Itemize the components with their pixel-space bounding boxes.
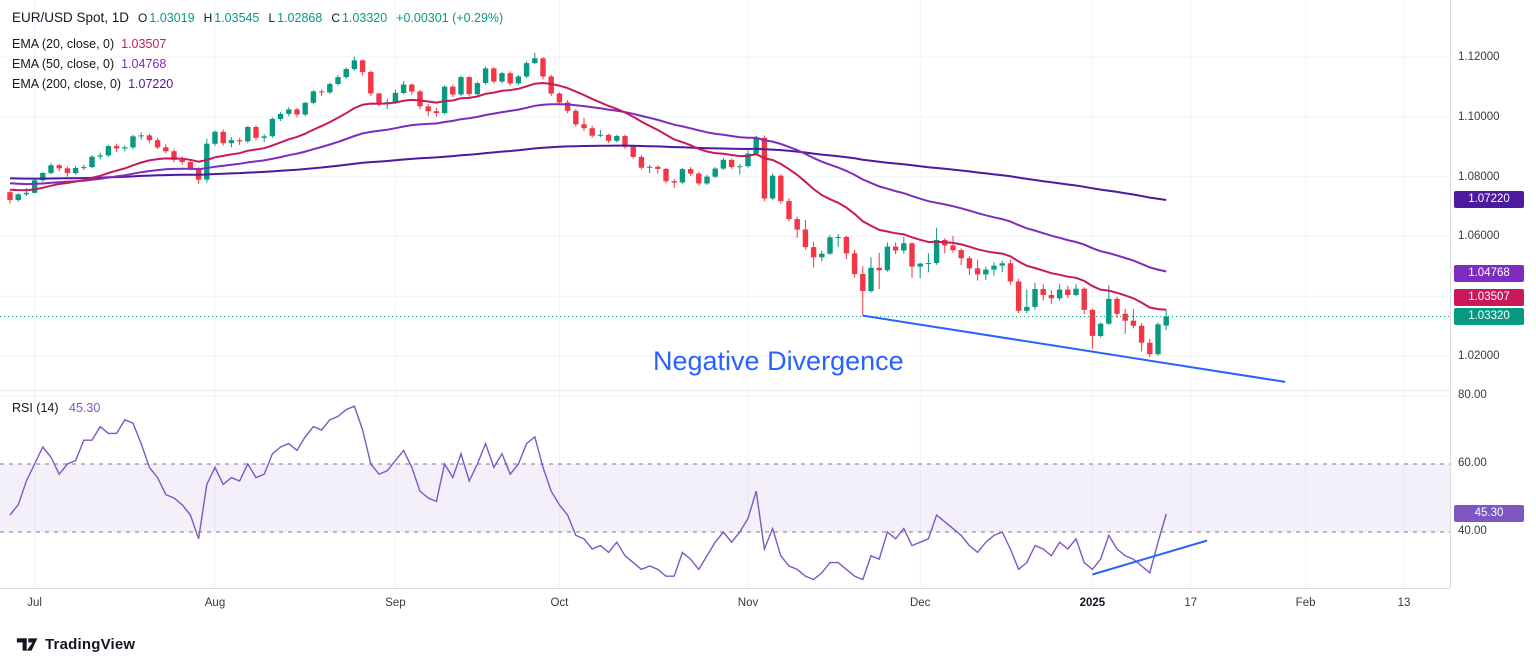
time-axis[interactable]: Jul Aug Sep Oct Nov Dec 2025 17 Feb 13 — [0, 588, 1450, 619]
rsi-line[interactable] — [9, 405, 1167, 581]
price-scale-label: 1.10000 — [1458, 110, 1500, 123]
candlestick-series — [7, 52, 1169, 358]
high-label: H — [203, 11, 213, 25]
bottom-bar: TradingView — [0, 630, 1536, 658]
main-legend[interactable]: EUR/USD Spot, 1D O 1.03019 H 1.03545 L 1.02868… — [12, 8, 503, 94]
indicator-legend: EMA (20, close, 0) 1.03507 EMA (50, close,… — [12, 34, 503, 94]
main-horizontal-grid — [0, 56, 1450, 357]
divergence-annotation[interactable]: Negative Divergence — [653, 346, 904, 376]
indicator-legend-ema-50[interactable]: EMA (50, close, 0) 1.04768 — [12, 54, 503, 74]
rsi-band — [0, 464, 1450, 532]
symbol-title: EUR/USD Spot, 1D — [12, 10, 130, 25]
price-badge-1_03320: 1.03320 — [1454, 308, 1524, 325]
price-scale-label: 1.06000 — [1458, 230, 1500, 243]
ema-200-line[interactable] — [9, 144, 1167, 201]
indicator-value: 1.07220 — [128, 77, 174, 91]
indicator-label: EMA (20, close, 0) — [12, 37, 115, 51]
time-axis-tick-Sep: Sep — [385, 597, 406, 609]
price-divergence-trendline[interactable] — [862, 314, 1286, 383]
close-label: C — [331, 11, 340, 25]
open-label: O — [138, 11, 148, 25]
indicator-legend-ema-20[interactable]: EMA (20, close, 0) 1.03507 — [12, 34, 503, 54]
main-price-pane[interactable]: EUR/USD Spot, 1D O 1.03019 H 1.03545 L 1.02868… — [0, 0, 1450, 390]
indicator-value: 1.03507 — [121, 37, 167, 51]
indicator-label: EMA (50, close, 0) — [12, 57, 115, 71]
plot-area[interactable]: EUR/USD Spot, 1D O 1.03019 H 1.03545 L 1.02868… — [0, 0, 1450, 589]
price-scale-label: 1.02000 — [1458, 349, 1500, 362]
open-value: 1.03019 — [149, 11, 195, 25]
price-badge-1_07220: 1.07220 — [1454, 191, 1524, 209]
rsi-value: 45.30 — [69, 401, 101, 415]
close-value: 1.03320 — [341, 11, 388, 25]
price-badge-1_03507: 1.03507 — [1454, 289, 1524, 307]
rsi-legend[interactable]: RSI (14) 45.30 — [12, 399, 100, 417]
price-scale-label: 1.08000 — [1458, 170, 1500, 183]
indicator-label: EMA (200, close, 0) — [12, 77, 122, 91]
rsi-scale-label: 80.00 — [1458, 389, 1487, 401]
rsi-vertical-grid — [34, 391, 1405, 589]
tradingview-logo-icon[interactable] — [16, 635, 39, 654]
main-pane-svg[interactable] — [0, 0, 1450, 390]
price-scale-label: 1.12000 — [1458, 51, 1500, 64]
change-value: +0.00301 (+0.29%) — [396, 11, 504, 25]
indicator-value: 1.04768 — [121, 57, 167, 71]
price-badge-45_30: 45.30 — [1454, 504, 1524, 522]
time-axis-tick-17: 17 — [1184, 597, 1198, 609]
high-value: 1.03545 — [214, 11, 260, 25]
time-axis-tick-Nov: Nov — [737, 597, 759, 609]
time-axis-tick-Feb: Feb — [1295, 597, 1316, 609]
time-axis-tick-Dec: Dec — [909, 597, 931, 609]
ema-50-line[interactable] — [9, 103, 1167, 273]
rsi-pane-svg[interactable] — [0, 391, 1450, 589]
rsi-pane[interactable]: RSI (14) 45.30 — [0, 390, 1450, 589]
price-scale[interactable]: 1.12000 1.10000 1.08000 1.06000 1.02000 80.00… — [1450, 0, 1536, 588]
time-axis-tick-Oct: Oct — [550, 597, 569, 609]
rsi-scale-label: 40.00 — [1458, 525, 1487, 537]
low-value: 1.02868 — [277, 11, 323, 25]
time-axis-tick-Jul: Jul — [27, 597, 42, 609]
price-badge-1_04768: 1.04768 — [1454, 264, 1524, 282]
time-axis-tick-Aug: Aug — [204, 597, 226, 609]
rsi-divergence-trendline[interactable] — [1092, 539, 1208, 576]
time-axis-tick-13: 13 — [1397, 597, 1411, 609]
rsi-scale-label: 60.00 — [1458, 457, 1487, 469]
symbol-legend-row[interactable]: EUR/USD Spot, 1D O 1.03019 H 1.03545 L 1.02868… — [12, 8, 503, 28]
indicator-legend-ema-200[interactable]: EMA (200, close, 0) 1.07220 — [12, 74, 503, 94]
ema-20-line[interactable] — [9, 81, 1167, 311]
low-label: L — [268, 11, 276, 25]
tradingview-wordmark[interactable]: TradingView — [45, 635, 136, 653]
time-axis-tick-2025: 2025 — [1079, 597, 1106, 609]
rsi-label: RSI (14) — [12, 401, 59, 415]
main-vertical-grid — [34, 0, 1405, 390]
